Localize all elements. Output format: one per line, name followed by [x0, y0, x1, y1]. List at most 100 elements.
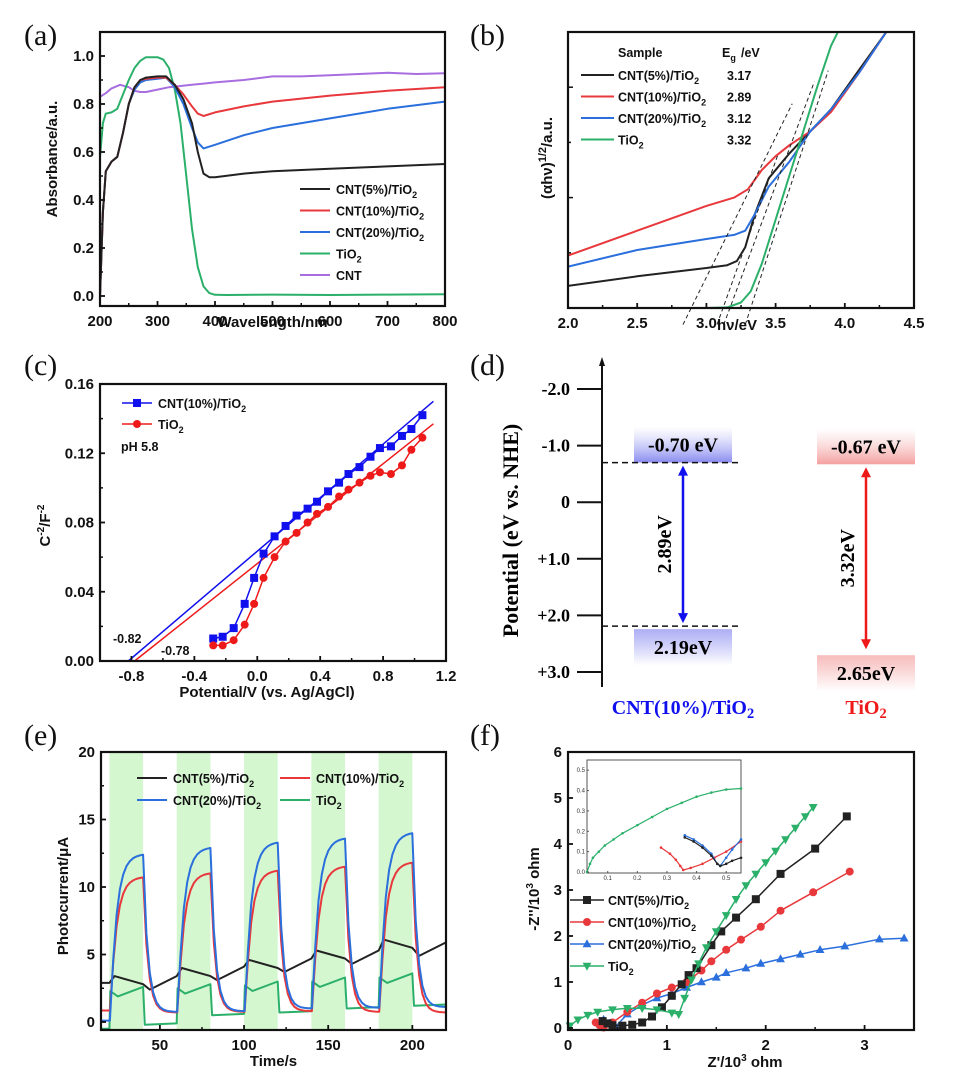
- x-tick-label: 500: [260, 313, 285, 330]
- series-line-CNT(20%)/TiO2: [101, 832, 447, 1022]
- legend-label-main: TiO: [336, 248, 357, 262]
- inset-data-point: [730, 859, 734, 863]
- y-tick-label: 0: [87, 1014, 95, 1031]
- legend-label: CNT(20%)/TiO2: [618, 112, 706, 129]
- legend-label-sub: 2: [639, 141, 644, 151]
- y-axis-label: -Z''/103 ohm: [525, 847, 543, 931]
- data-point: [375, 468, 384, 477]
- data-point: [781, 836, 790, 845]
- data-point: [751, 870, 761, 879]
- data-point: [741, 882, 751, 891]
- legend-label-main: CNT(10%)/TiO: [608, 916, 691, 930]
- bandgap-label: 3.32eV: [837, 529, 859, 588]
- y-axis-label-b: /F: [37, 513, 54, 526]
- x-tick-label: 50: [152, 1037, 169, 1054]
- x-tick-label: -0.8: [119, 668, 145, 685]
- y-tick-label: +3.0: [537, 662, 570, 682]
- y-tick-label: 3: [554, 882, 562, 899]
- data-point: [711, 928, 721, 937]
- data-point: [608, 1021, 617, 1030]
- legend-label: CNT(5%)/TiO2: [618, 69, 699, 86]
- legend-label-main: CNT(20%)/TiO: [608, 938, 691, 952]
- data-point: [667, 983, 676, 992]
- inset-data-point: [680, 801, 684, 805]
- legend-label-sub: 2: [629, 967, 634, 977]
- inset-y-tick-label: 0.1: [577, 850, 586, 856]
- legend-label: CNT: [336, 269, 362, 283]
- y-axis-label: Absorbance/a.u.: [44, 101, 61, 218]
- data-point: [324, 487, 333, 496]
- data-point: [815, 945, 825, 953]
- inset-y-tick-label: 0.3: [577, 809, 586, 815]
- material-label: TiO2: [845, 697, 886, 722]
- data-point: [756, 958, 766, 967]
- data-point: [756, 922, 765, 931]
- light-on-band: [378, 752, 413, 1030]
- inset-data-point: [621, 832, 624, 835]
- y-tick-label: 0: [554, 1020, 562, 1037]
- inset-data-point: [597, 850, 601, 853]
- data-point: [240, 599, 249, 608]
- inset-frame: [586, 759, 742, 874]
- data-point: [344, 485, 353, 494]
- data-point: [407, 445, 416, 454]
- data-point: [397, 431, 406, 440]
- data-point: [790, 824, 800, 833]
- x-axis-label: Potential/V (vs. Ag/AgCl): [179, 684, 354, 701]
- inset-data-point: [710, 791, 713, 794]
- y-tick-label: 1.0: [73, 48, 94, 65]
- data-point: [721, 912, 731, 921]
- data-point: [418, 411, 427, 420]
- inset-data-point: [668, 852, 672, 855]
- inset-data-point: [689, 866, 692, 870]
- band-TiO2: -0.67 eV 2.65eV 3.32eV TiO2: [817, 428, 915, 722]
- inset-data-point: [683, 834, 687, 837]
- band-CNT(10%)/TiO2: -0.70 eV 2.19eV 2.89eV CNT(10%)/TiO2: [602, 426, 754, 722]
- data-point: [680, 994, 690, 1003]
- data-point: [875, 934, 884, 943]
- inset-x-tick-label: 0.5: [722, 876, 731, 882]
- tangent-line: [682, 103, 793, 325]
- valence-band-box: [817, 655, 915, 692]
- conduction-band-label: -0.70 eV: [648, 435, 719, 457]
- data-point: [209, 634, 218, 643]
- x-axis-label: Wavelength/nm: [217, 314, 327, 331]
- series-line-TiO2: [213, 437, 423, 647]
- data-point: [250, 599, 259, 608]
- y-axis-label-b: ohm: [526, 847, 543, 883]
- data-point: [776, 954, 785, 963]
- y-tick-label: +1.0: [537, 549, 570, 569]
- tangent-line: [744, 70, 829, 325]
- inset-data-point: [724, 850, 728, 853]
- panel-b: (b) 2.0 2.5 3.0 3.5 4.0 4.5 hν/eV (αhν)1/2/a.u. S…: [470, 19, 924, 334]
- data-point: [638, 1018, 647, 1027]
- y-tick-label: +2.0: [537, 605, 570, 625]
- data-point: [697, 977, 706, 986]
- data-point: [652, 1006, 662, 1015]
- x-tick-label: 100: [232, 1037, 257, 1054]
- y-axis-label-a: -Z''/10: [526, 889, 543, 931]
- inset-data-point: [591, 856, 595, 860]
- x-tick-label: 200: [87, 313, 112, 330]
- legend-eg-value: 3.12: [727, 112, 751, 126]
- y-tick-label: 20: [78, 744, 95, 761]
- data-point: [776, 869, 785, 878]
- x-tick-label: 600: [317, 313, 342, 330]
- legend-label-sub: 2: [337, 801, 342, 811]
- legend-label-sub: 2: [419, 212, 424, 222]
- x-tick-label: 0: [564, 1037, 572, 1054]
- legend-label-sub: 2: [249, 779, 254, 789]
- legend-label-main: TiO: [618, 134, 639, 148]
- inset-data-point: [665, 807, 669, 811]
- x-tick-label: 3.5: [765, 315, 786, 332]
- legend-label-main: CNT(5%)/TiO: [336, 183, 412, 197]
- x-tick-label: 2.0: [558, 315, 579, 332]
- data-point: [637, 1005, 647, 1014]
- data-point: [418, 433, 427, 442]
- y-tick-label: 2: [554, 928, 562, 945]
- data-point: [667, 991, 676, 1000]
- data-point: [845, 867, 854, 876]
- data-point: [761, 859, 771, 868]
- data-point: [731, 896, 741, 904]
